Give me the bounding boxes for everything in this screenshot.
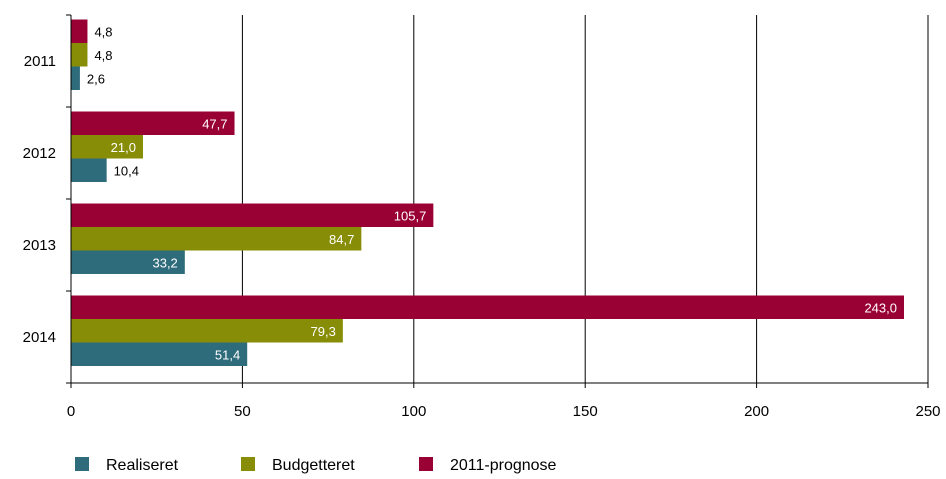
tick-labels: 0 50 100 150 200 250 2,6 4,8 4,8 2011 10,4 21,0 47,7…	[23, 24, 941, 420]
data-label-2013-2011-prognose: 105,7	[394, 208, 427, 223]
data-label-2014-2011-prognose: 243,0	[864, 300, 897, 315]
x-tick-label-0: 0	[67, 403, 75, 420]
data-label-2011-realiseret: 2,6	[87, 71, 105, 86]
legend-swatch-2011-prognose	[419, 457, 433, 471]
gridlines	[241, 15, 929, 383]
data-label-2014-realiseret: 51,4	[215, 347, 240, 362]
bar-2014-budgetteret	[71, 319, 343, 343]
data-label-2012-2011-prognose: 47,7	[202, 116, 227, 131]
data-label-2013-budgetteret: 84,7	[329, 232, 354, 247]
legend-label-budgetteret: Budgetteret	[272, 457, 355, 474]
legend-label-realiseret: Realiseret	[106, 457, 179, 474]
x-tick-label-150: 150	[573, 403, 598, 420]
bar-2011-realiseret	[71, 66, 80, 90]
x-tick-label-50: 50	[234, 403, 251, 420]
legend-swatch-realiseret	[75, 457, 89, 471]
x-tick-label-200: 200	[744, 403, 769, 420]
axes	[66, 14, 929, 388]
legend-swatch-budgetteret	[241, 457, 255, 471]
bar-2013-realiseret	[71, 250, 185, 274]
bar-2011-budgetteret	[71, 43, 88, 67]
data-label-2011-2011-prognose: 4,8	[94, 24, 112, 39]
data-label-2011-budgetteret: 4,8	[94, 48, 112, 63]
x-tick-label-100: 100	[401, 403, 426, 420]
data-label-2014-budgetteret: 79,3	[311, 324, 336, 339]
bar-2011-2011-prognose	[71, 19, 88, 43]
bar-2013-2011-prognose	[71, 203, 434, 227]
bars	[71, 19, 905, 366]
y-tick-label-2014: 2014	[23, 329, 56, 346]
y-tick-label-2011: 2011	[24, 53, 56, 70]
x-tick-label-250: 250	[915, 403, 940, 420]
y-tick-label-2012: 2012	[23, 145, 56, 162]
bar-2012-budgetteret	[71, 135, 143, 159]
legend: Realiseret Budgetteret 2011-prognose	[75, 457, 557, 474]
bar-2014-2011-prognose	[71, 295, 905, 319]
bar-2013-budgetteret	[71, 227, 362, 251]
data-label-2012-budgetteret: 21,0	[111, 140, 136, 155]
legend-label-2011-prognose: 2011-prognose	[450, 457, 557, 474]
bar-2014-realiseret	[71, 342, 248, 366]
y-tick-label-2013: 2013	[23, 237, 56, 254]
bar-2012-2011-prognose	[71, 111, 235, 135]
data-label-2012-realiseret: 10,4	[114, 163, 139, 178]
bar-2012-realiseret	[71, 158, 107, 182]
data-label-2013-realiseret: 33,2	[152, 255, 177, 270]
